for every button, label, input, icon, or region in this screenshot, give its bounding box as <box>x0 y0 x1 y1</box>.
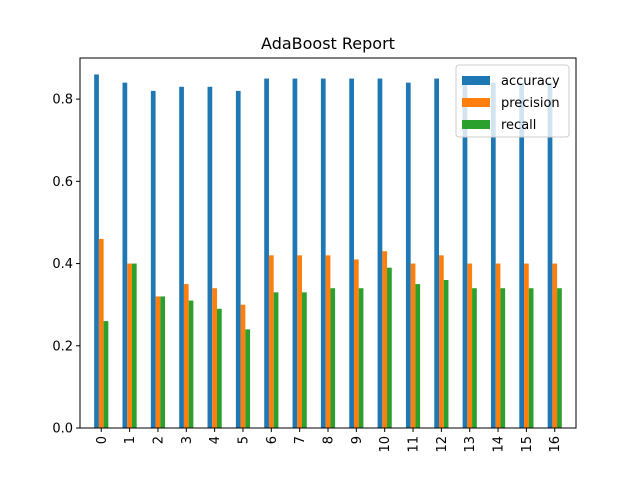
bar-recall-3 <box>188 300 194 428</box>
bar-recall-13 <box>472 288 477 428</box>
y-tick-label: 0.4 <box>52 257 73 272</box>
x-tick-label: 10 <box>378 436 393 453</box>
bar-precision-8 <box>325 255 331 428</box>
bar-precision-2 <box>155 296 161 428</box>
x-tick-label: 12 <box>435 436 450 453</box>
x-tick-label: 3 <box>180 436 195 444</box>
x-tick-label: 13 <box>463 436 478 453</box>
bar-precision-12 <box>439 255 444 428</box>
bar-recall-11 <box>415 284 421 428</box>
bar-recall-4 <box>216 308 222 428</box>
chart-title: AdaBoost Report <box>261 34 395 53</box>
bar-accuracy-8 <box>320 78 326 428</box>
bar-recall-8 <box>330 288 336 428</box>
bar-recall-7 <box>302 292 307 428</box>
bar-accuracy-10 <box>377 78 383 428</box>
x-tick-label: 4 <box>208 436 223 444</box>
bar-recall-1 <box>131 263 137 428</box>
legend-label-recall: recall <box>501 118 536 133</box>
legend: accuracy precision recall <box>455 64 570 138</box>
x-tick-label: 6 <box>265 436 280 444</box>
bar-accuracy-13 <box>462 82 468 429</box>
bar-recall-5 <box>245 329 251 428</box>
bar-recall-0 <box>103 321 109 428</box>
bar-recall-14 <box>500 288 506 428</box>
bar-precision-9 <box>353 259 359 428</box>
bar-precision-3 <box>183 284 189 428</box>
bar-precision-6 <box>268 255 274 428</box>
bar-recall-12 <box>443 280 449 428</box>
bar-precision-10 <box>382 251 388 428</box>
bar-accuracy-4 <box>207 86 213 428</box>
bar-precision-11 <box>410 263 416 428</box>
x-axis: 0 1 2 3 4 5 6 7 8 9 10 11 12 13 14 15 16 <box>95 428 563 453</box>
x-tick-label: 5 <box>236 436 251 444</box>
bar-precision-5 <box>240 304 246 428</box>
x-tick-label: 11 <box>407 436 422 453</box>
bar-precision-1 <box>127 263 132 428</box>
bar-precision-7 <box>297 255 303 428</box>
bar-recall-16 <box>557 288 562 428</box>
bar-precision-15 <box>524 263 529 428</box>
bar-accuracy-9 <box>349 78 354 428</box>
bar-accuracy-12 <box>434 78 440 428</box>
x-tick-label: 15 <box>520 436 535 453</box>
legend-swatch-accuracy <box>462 76 490 85</box>
x-tick-label: 14 <box>492 436 507 453</box>
bar-accuracy-15 <box>519 82 525 429</box>
x-tick-label: 16 <box>548 436 563 453</box>
bar-accuracy-7 <box>292 78 298 428</box>
bars-group <box>94 74 562 429</box>
bar-recall-9 <box>358 288 364 428</box>
legend-swatch-recall <box>462 120 490 129</box>
bar-accuracy-16 <box>547 82 553 429</box>
x-tick-label: 1 <box>123 436 138 444</box>
bar-precision-4 <box>212 288 217 428</box>
x-tick-label: 0 <box>95 436 110 444</box>
legend-label-accuracy: accuracy <box>501 74 560 89</box>
y-tick-label: 0.6 <box>52 175 73 190</box>
bar-accuracy-5 <box>235 90 241 428</box>
bar-accuracy-3 <box>179 86 184 428</box>
bar-accuracy-14 <box>490 82 496 429</box>
y-axis: 0.0 0.2 0.4 0.6 0.8 <box>52 93 80 437</box>
bar-precision-13 <box>467 263 473 428</box>
x-tick-label: 7 <box>293 436 308 444</box>
legend-label-precision: precision <box>501 96 560 111</box>
x-tick-label: 8 <box>322 436 337 444</box>
bar-precision-16 <box>552 263 558 428</box>
y-tick-label: 0.0 <box>52 422 73 437</box>
x-tick-label: 9 <box>350 436 365 444</box>
bar-precision-0 <box>98 238 104 428</box>
bar-accuracy-6 <box>264 78 269 428</box>
y-tick-label: 0.2 <box>52 339 73 354</box>
x-tick-label: 2 <box>151 436 166 444</box>
bar-accuracy-2 <box>150 90 156 428</box>
bar-accuracy-0 <box>94 74 99 428</box>
bar-recall-2 <box>160 296 166 428</box>
bar-recall-15 <box>528 288 534 428</box>
bar-accuracy-1 <box>122 82 128 429</box>
bar-recall-10 <box>387 267 392 428</box>
bar-precision-14 <box>495 263 501 428</box>
y-tick-label: 0.8 <box>52 93 73 108</box>
bar-accuracy-11 <box>405 82 411 429</box>
bar-recall-6 <box>273 292 279 428</box>
legend-swatch-precision <box>462 98 490 107</box>
